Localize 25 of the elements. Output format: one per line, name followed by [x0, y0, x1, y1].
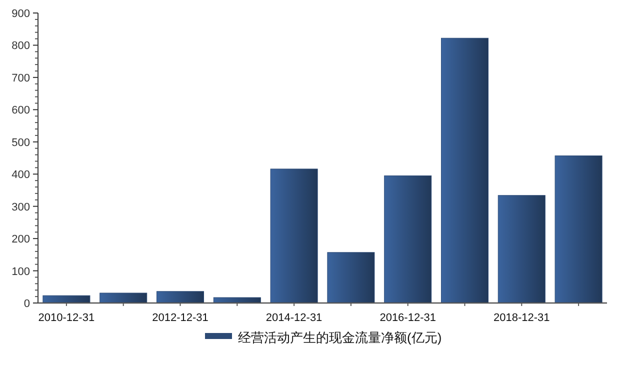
x-tick-label: 2016-12-31: [380, 312, 436, 324]
bar: [156, 291, 204, 304]
bar: [327, 252, 375, 304]
bar: [270, 168, 318, 304]
y-tick-label: 900: [12, 8, 30, 20]
x-tick-label: 2014-12-31: [266, 312, 322, 324]
y-tick-label: 400: [12, 169, 30, 182]
bar: [213, 297, 261, 304]
y-tick-label: 600: [12, 104, 30, 117]
bar: [554, 155, 602, 304]
bar: [498, 195, 546, 304]
bar: [100, 292, 148, 304]
y-tick-label: 100: [12, 266, 30, 278]
y-tick-label: 800: [12, 40, 30, 52]
y-tick-label: 500: [12, 136, 30, 149]
y-tick-label: 300: [12, 201, 30, 214]
x-tick-label: 2010-12-31: [38, 312, 95, 324]
x-tick-label: 2018-12-31: [494, 312, 550, 324]
bar: [441, 38, 488, 304]
y-tick-label: 0: [24, 298, 30, 310]
y-tick-label: 200: [12, 234, 30, 246]
y-tick-label: 700: [12, 72, 30, 84]
bar: [384, 175, 432, 304]
x-tick-label: 2012-12-31: [152, 312, 208, 324]
legend-label: 经营活动产生的现金流量净额(亿元): [238, 330, 442, 345]
